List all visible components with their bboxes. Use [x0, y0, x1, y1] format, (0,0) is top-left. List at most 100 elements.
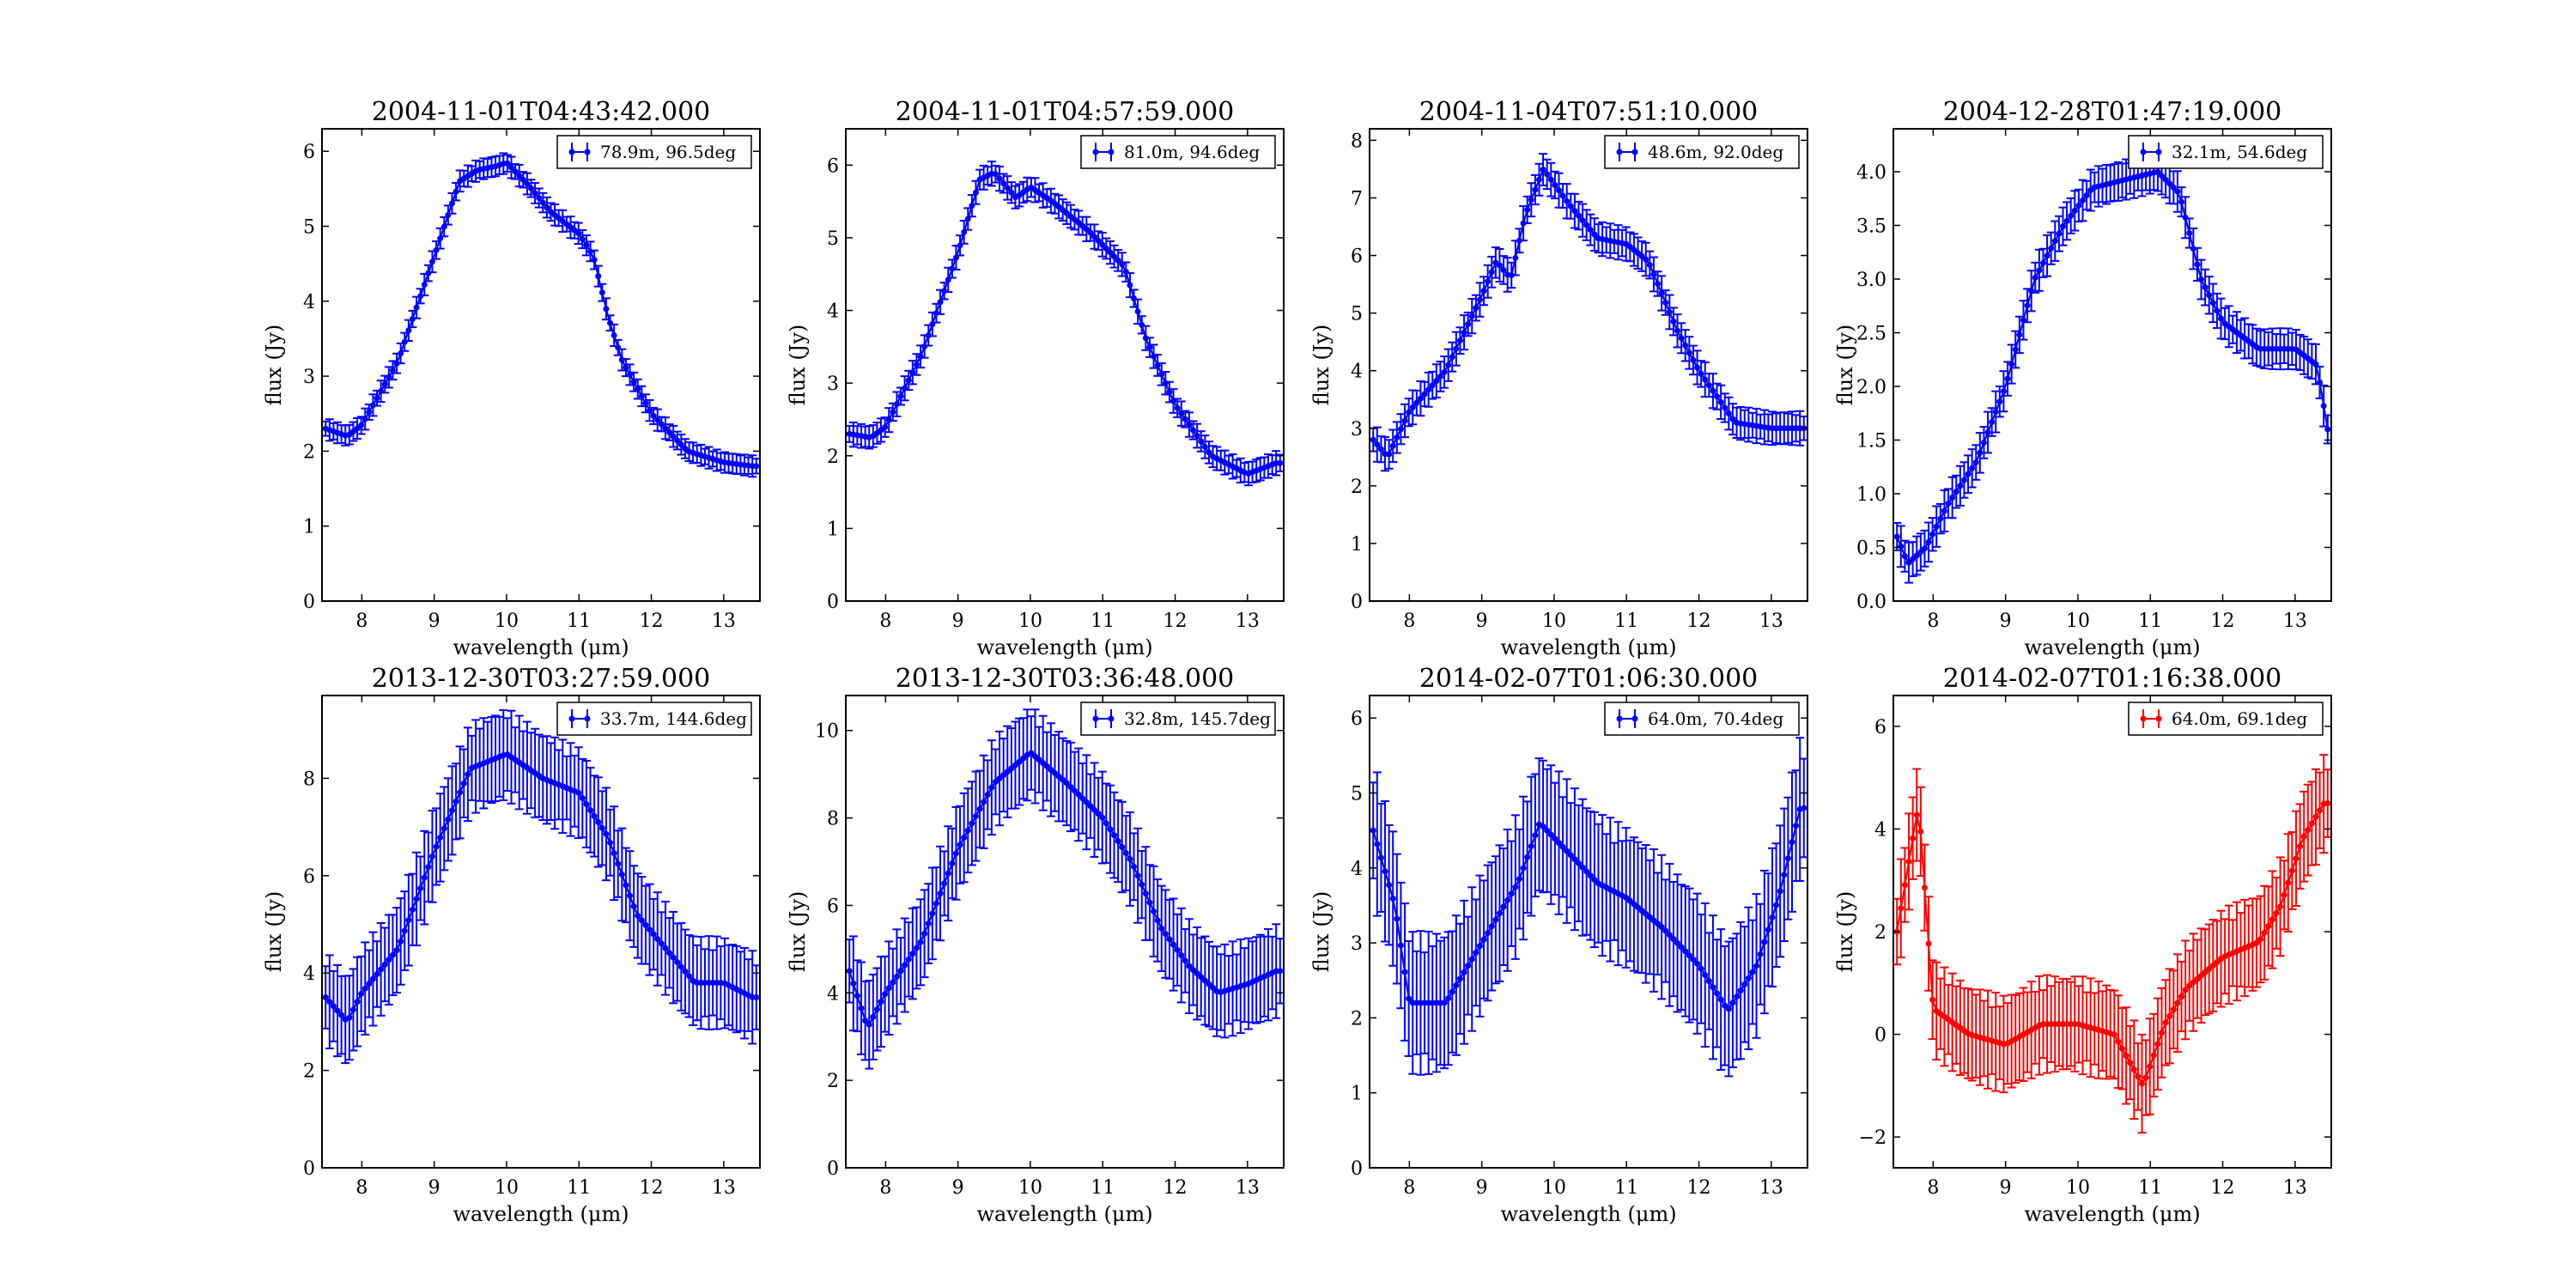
- y-tick-label: 6: [1351, 708, 1363, 730]
- data-point: [428, 258, 435, 265]
- data-point: [1067, 783, 1074, 790]
- data-point: [1406, 409, 1413, 416]
- data-point: [1131, 863, 1138, 870]
- data-point: [635, 386, 641, 392]
- data-point: [1977, 449, 1984, 456]
- y-tick-label: 0: [303, 592, 315, 613]
- data-point: [1465, 321, 1472, 328]
- data-point: [1666, 308, 1673, 315]
- data-point: [1421, 391, 1428, 398]
- data-point: [1749, 969, 1756, 975]
- y-axis-label: flux (Jy): [262, 891, 286, 973]
- data-point: [2312, 813, 2319, 820]
- data-point: [1394, 915, 1400, 922]
- data-point: [1377, 854, 1384, 861]
- data-point: [1496, 262, 1503, 269]
- x-tick-label: 10: [495, 611, 519, 632]
- x-tick-label: 9: [2000, 611, 2012, 632]
- data-point: [544, 204, 550, 211]
- data-point: [1714, 990, 1721, 997]
- data-point: [1394, 434, 1400, 441]
- series-line: [849, 173, 1280, 475]
- data-point: [2190, 979, 2196, 986]
- data-point: [1757, 951, 1764, 957]
- data-point: [1761, 939, 1768, 945]
- data-point: [2147, 1063, 2154, 1070]
- data-point: [421, 281, 428, 288]
- data-point: [1921, 545, 1928, 552]
- data-point: [1485, 278, 1492, 285]
- data-point: [2039, 259, 2046, 266]
- data-point: [374, 970, 380, 977]
- data-point: [2127, 1060, 2134, 1066]
- x-tick-label: 11: [1614, 1177, 1638, 1199]
- data-point: [2202, 284, 2208, 291]
- y-tick-label: 2: [1351, 477, 1363, 498]
- x-tick-label: 11: [2138, 1177, 2162, 1199]
- data-point: [1087, 229, 1094, 236]
- data-point: [1564, 848, 1571, 854]
- data-point: [1000, 179, 1007, 186]
- data-point: [1465, 963, 1472, 969]
- data-point: [611, 850, 617, 857]
- data-point: [527, 185, 534, 191]
- data-point: [1127, 282, 1133, 289]
- data-point: [1473, 949, 1479, 956]
- x-tick-label: 12: [2211, 611, 2235, 632]
- data-point: [1115, 257, 1121, 264]
- plot-frame: [321, 128, 761, 602]
- data-point: [618, 871, 625, 878]
- data-point: [1409, 404, 1416, 410]
- y-tick-label: 5: [827, 228, 839, 250]
- data-point: [878, 999, 884, 1005]
- data-point: [1686, 952, 1692, 959]
- y-tick-label: 3: [1351, 419, 1363, 440]
- data-point: [2162, 1019, 2169, 1026]
- data-point: [1564, 197, 1571, 204]
- data-point: [1784, 855, 1791, 862]
- data-point: [846, 968, 853, 975]
- data-point: [2170, 184, 2177, 191]
- y-axis-label: flux (Jy): [786, 891, 810, 973]
- data-point: [1401, 417, 1408, 424]
- data-point: [677, 963, 684, 970]
- data-point: [583, 242, 590, 249]
- data-point: [627, 892, 634, 899]
- data-point: [1658, 924, 1665, 931]
- data-point: [1670, 318, 1677, 325]
- data-point: [1461, 329, 1467, 336]
- y-tick-label: 2: [1351, 1008, 1363, 1030]
- data-point: [1925, 538, 1932, 545]
- data-point: [1201, 443, 1208, 450]
- x-tick-label: 8: [879, 1177, 891, 1199]
- data-point: [1575, 212, 1582, 219]
- data-point: [1146, 344, 1153, 351]
- data-point: [361, 985, 368, 992]
- data-point: [2257, 936, 2264, 943]
- data-point: [1571, 208, 1578, 215]
- data-point: [1201, 977, 1208, 984]
- x-tick-label: 13: [1759, 611, 1783, 632]
- legend: 64.0m, 69.1deg: [2128, 702, 2324, 736]
- y-tick-label: 5: [1351, 783, 1363, 805]
- data-point: [366, 409, 373, 416]
- data-point: [1705, 382, 1712, 389]
- data-point: [1122, 269, 1129, 276]
- y-axis-label: flux (Jy): [1309, 891, 1334, 973]
- data-point: [1646, 914, 1653, 920]
- data-point: [334, 1007, 341, 1014]
- x-tick-label: 11: [567, 1177, 591, 1199]
- data-point: [2032, 274, 2038, 281]
- data-point: [1099, 241, 1106, 248]
- subplot-4: 2004-12-28T01:47:19.000 8 9 10 11 12 13 0.0 0.5 1…: [1833, 97, 2332, 659]
- data-point: [611, 331, 617, 338]
- subplot-5: 2013-12-30T03:27:59.000 8 9 10 11 12 13 0 2 4 6 8 wa…: [262, 664, 761, 1226]
- subplot-6: 2013-12-30T03:36:48.000 8 9 10 11 12 13 0 2 4 6 8 10…: [786, 664, 1285, 1226]
- data-point: [1449, 988, 1455, 995]
- errorbar-series: [322, 709, 760, 1065]
- y-tick-label: 4: [303, 963, 315, 985]
- plot-frame: [1369, 128, 1808, 602]
- data-point: [666, 428, 673, 435]
